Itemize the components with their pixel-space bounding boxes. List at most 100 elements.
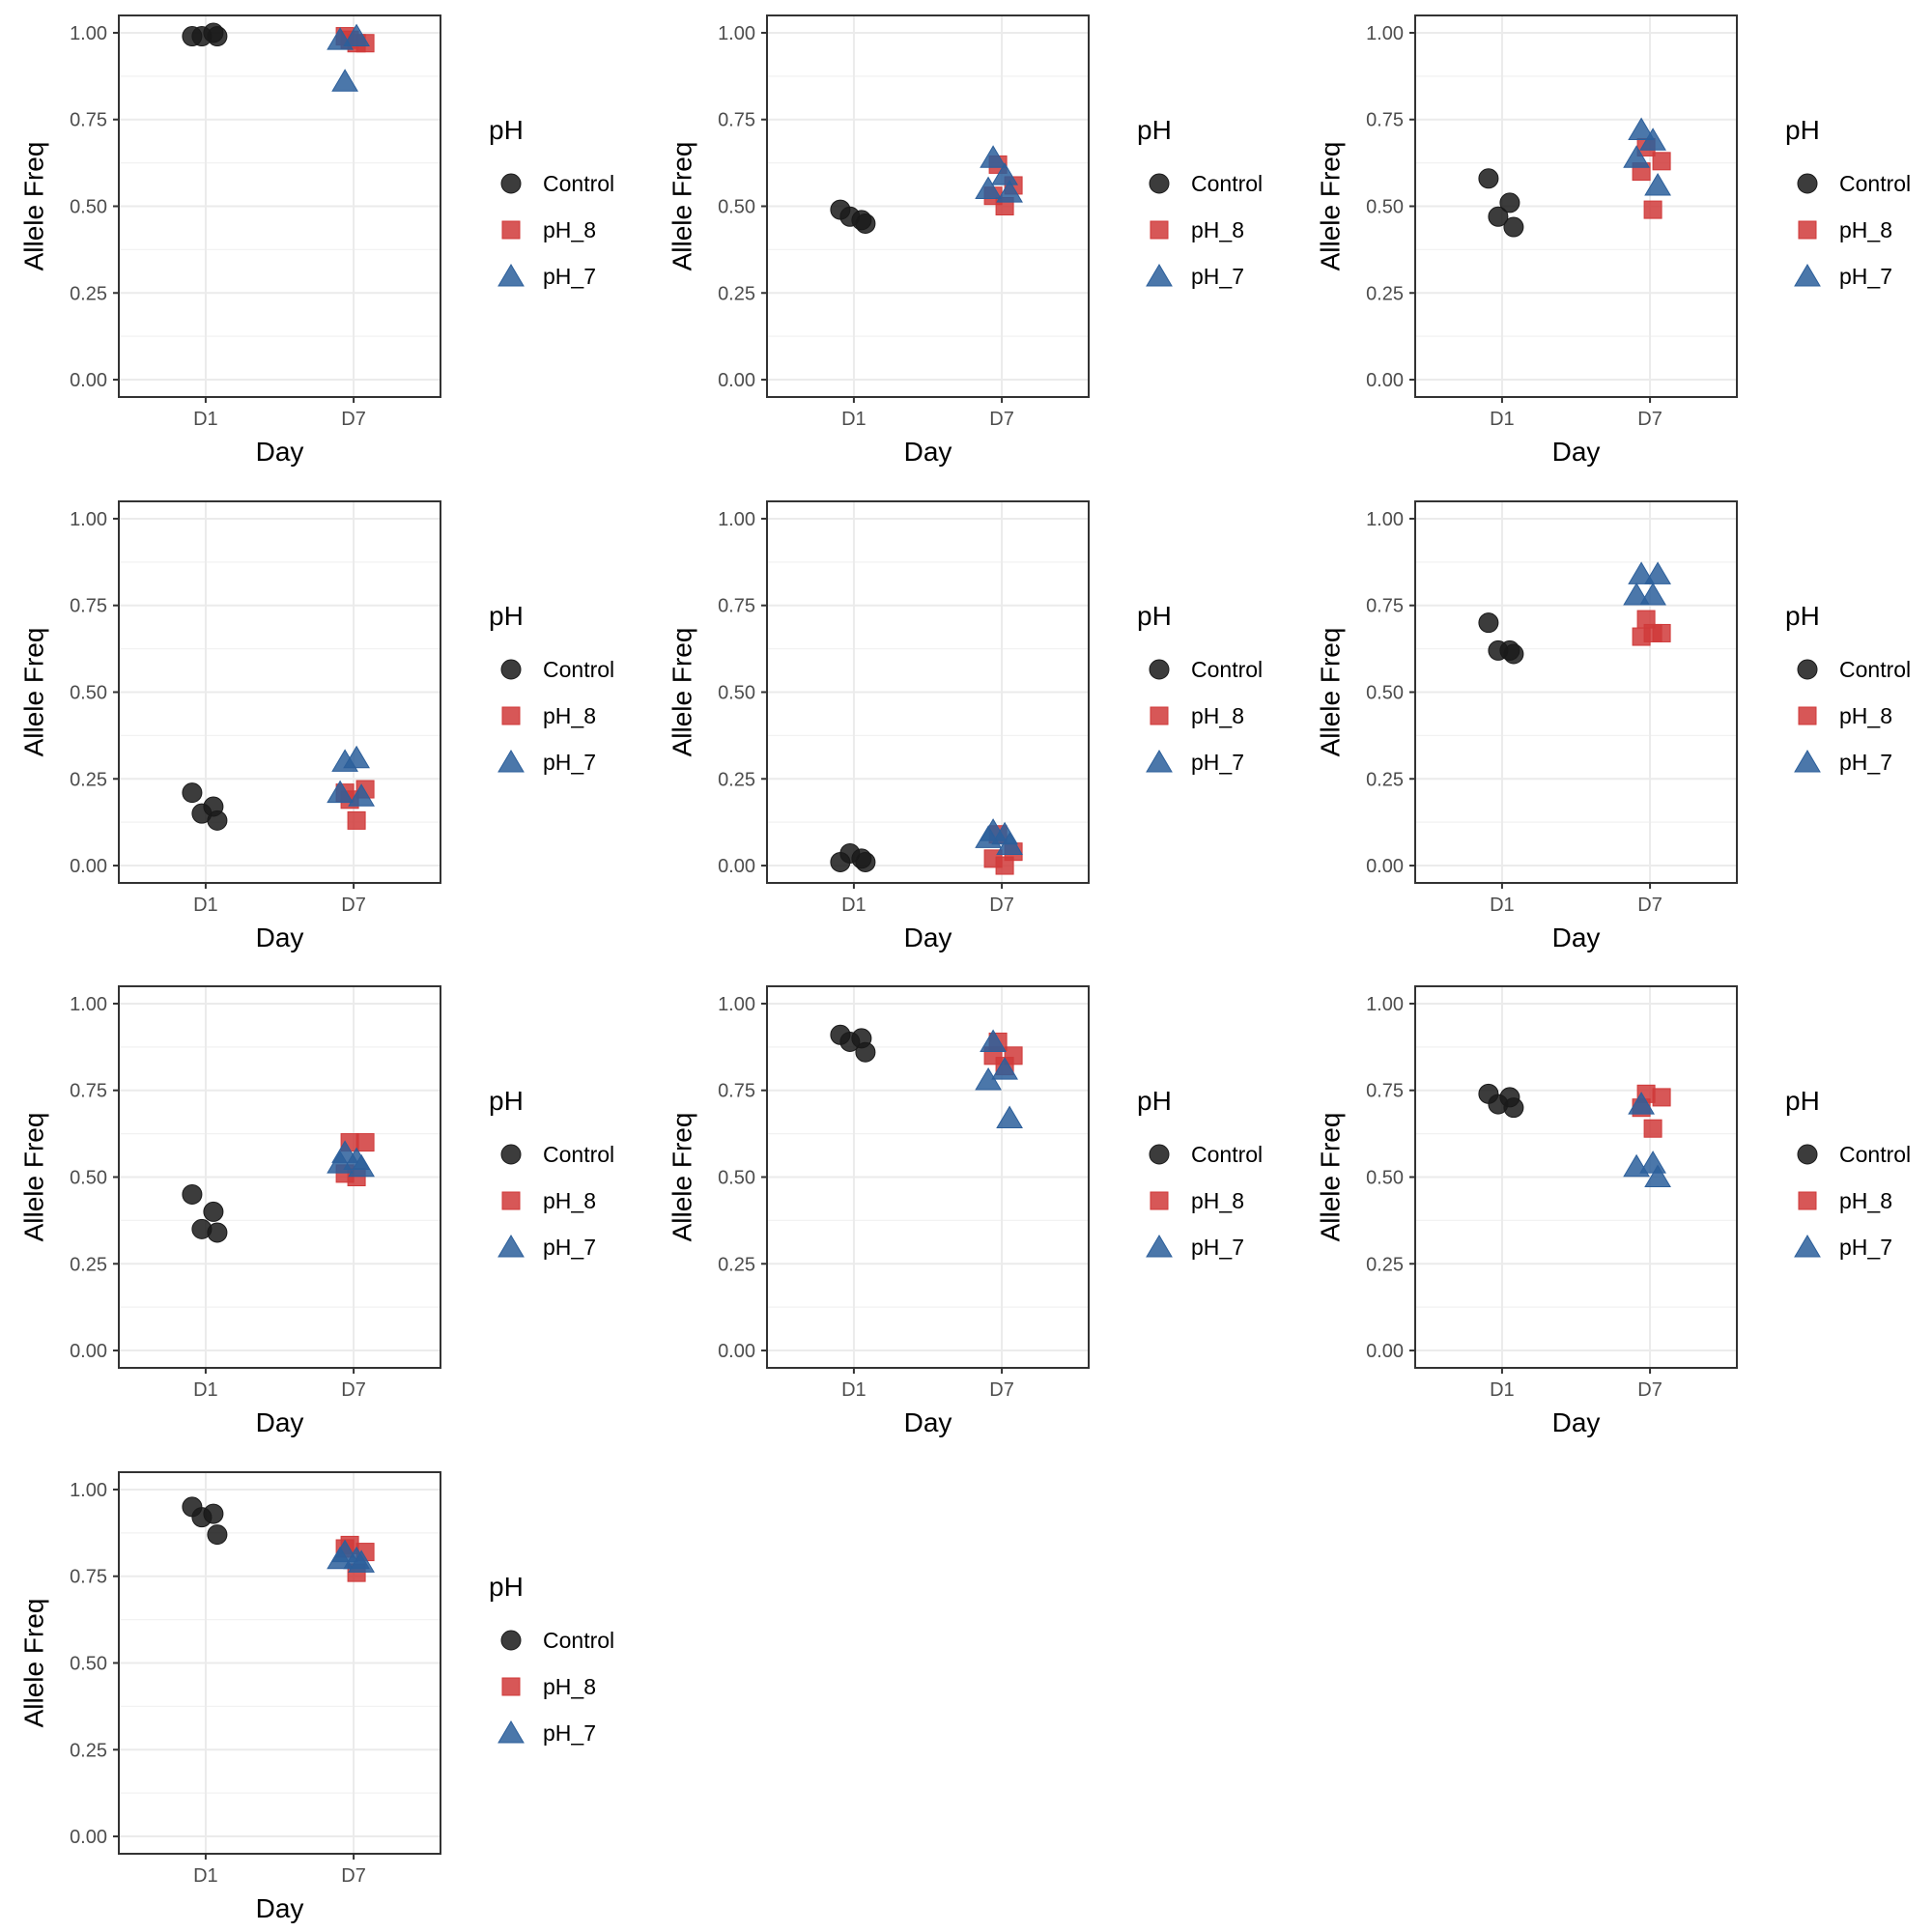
legend-key-ph-8 — [1798, 220, 1817, 240]
data-point-control — [182, 782, 203, 804]
legend-label: Control — [543, 1142, 614, 1167]
x-tick-label: D7 — [341, 409, 366, 430]
y-tick-label: 0.50 — [70, 683, 107, 704]
y-tick-label: 0.75 — [1366, 1081, 1404, 1102]
y-tick-label: 0.25 — [70, 283, 107, 304]
legend-label: pH_7 — [1839, 750, 1892, 775]
y-tick-label: 0.25 — [718, 283, 755, 304]
legend-title: pH — [1785, 1086, 1820, 1116]
x-tick-label: D1 — [1490, 409, 1515, 430]
y-tick-label: 0.50 — [70, 1168, 107, 1189]
y-axis-title: Allele Freq — [18, 142, 48, 271]
data-point-ph-7 — [996, 832, 1023, 855]
legend-title: pH — [1137, 1086, 1172, 1116]
chart-panel-8: 0.00 0.25 0.50 0.75 1.00 D1 D7 Day Allele Freq pH… — [667, 985, 1263, 1437]
data-point-ph-7 — [1623, 1153, 1650, 1178]
legend-label: pH_7 — [1191, 264, 1244, 289]
chart-panel-6: 0.00 0.25 0.50 0.75 1.00 D1 D7 Day Allele Freq pH… — [1315, 500, 1911, 952]
data-point-control — [855, 1041, 876, 1063]
x-tick-label: D7 — [1637, 409, 1662, 430]
y-tick-label: 0.75 — [1366, 110, 1404, 131]
legend: pH Control pH_8 pH_7 — [489, 115, 614, 289]
legend-key-control — [500, 1630, 522, 1651]
x-tick-label: D7 — [341, 1865, 366, 1887]
legend: pH Control pH_8 pH_7 — [489, 1086, 614, 1260]
legend: pH Control pH_8 pH_7 — [1785, 115, 1911, 289]
data-point-ph-8 — [1652, 1088, 1671, 1107]
legend-label: Control — [1839, 171, 1911, 196]
x-tick-label: D1 — [193, 1379, 218, 1401]
legend-label: pH_8 — [543, 703, 596, 728]
y-tick-label: 0.25 — [70, 769, 107, 790]
x-axis-title: Day — [1552, 923, 1601, 952]
y-tick-label: 0.25 — [70, 1740, 107, 1761]
data-point-control — [1503, 216, 1524, 238]
data-point-control — [207, 1222, 228, 1243]
y-tick-label: 0.50 — [1366, 683, 1404, 704]
x-tick-label: D1 — [841, 895, 867, 916]
legend: pH Control pH_8 pH_7 — [1137, 1086, 1263, 1260]
legend-label: pH_7 — [543, 264, 596, 289]
legend-key-control — [1797, 659, 1818, 680]
x-tick-label: D1 — [193, 895, 218, 916]
x-axis-title: Day — [904, 1407, 952, 1437]
chart-panel-1: 0.00 0.25 0.50 0.75 1.00 D1 D7 Day Allele Freq pH… — [18, 14, 614, 467]
legend-title: pH — [489, 115, 524, 145]
data-point-control — [207, 1524, 228, 1546]
legend-key-ph-7 — [497, 750, 525, 773]
data-point-control — [1503, 1097, 1524, 1119]
legend-label: pH_8 — [543, 1188, 596, 1213]
legend-label: pH_7 — [543, 750, 596, 775]
legend-label: pH_8 — [1839, 1188, 1892, 1213]
y-tick-label: 0.25 — [1366, 283, 1404, 304]
y-tick-label: 1.00 — [70, 1480, 107, 1501]
y-tick-label: 0.00 — [718, 370, 755, 391]
y-axis-title: Allele Freq — [18, 1113, 48, 1242]
x-tick-label: D1 — [193, 409, 218, 430]
legend: pH Control pH_8 pH_7 — [489, 601, 614, 775]
x-axis-title: Day — [1552, 437, 1601, 467]
x-axis-title: Day — [256, 437, 304, 467]
chart-panel-5: 0.00 0.25 0.50 0.75 1.00 D1 D7 Day Allele Freq pH… — [667, 500, 1263, 952]
data-point-ph-8 — [1652, 152, 1671, 171]
legend-key-ph-8 — [501, 1191, 521, 1210]
legend-key-ph-7 — [1794, 1235, 1821, 1258]
data-point-control — [207, 26, 228, 47]
data-point-control — [1478, 168, 1499, 189]
y-tick-label: 0.75 — [1366, 596, 1404, 617]
y-axis-title: Allele Freq — [667, 142, 696, 271]
legend: pH Control pH_8 pH_7 — [1785, 1086, 1911, 1260]
legend-label: pH_7 — [1839, 1235, 1892, 1260]
data-point-control — [1478, 612, 1499, 634]
y-tick-label: 0.50 — [718, 197, 755, 218]
data-point-control — [1499, 192, 1520, 213]
legend-title: pH — [1137, 601, 1172, 631]
y-tick-label: 1.00 — [718, 509, 755, 530]
x-axis-title: Day — [904, 437, 952, 467]
legend: pH Control pH_8 pH_7 — [1785, 601, 1911, 775]
y-tick-label: 1.00 — [1366, 509, 1404, 530]
data-point-ph-7 — [975, 176, 1002, 200]
legend-key-ph-7 — [1794, 750, 1821, 773]
legend-key-control — [500, 1144, 522, 1165]
legend-key-ph-8 — [1798, 706, 1817, 725]
legend-label: pH_8 — [543, 217, 596, 242]
x-tick-label: D7 — [989, 1379, 1014, 1401]
data-point-ph-8 — [355, 1133, 375, 1152]
data-point-ph-7 — [348, 1549, 375, 1573]
data-point-ph-8 — [1643, 1119, 1662, 1138]
legend-key-ph-7 — [497, 1720, 525, 1744]
data-point-control — [191, 1507, 213, 1528]
legend-key-ph-7 — [1146, 264, 1173, 287]
data-point-ph-8 — [347, 810, 366, 830]
legend-label: Control — [543, 1628, 614, 1653]
data-point-ph-7 — [1628, 117, 1655, 140]
x-tick-label: D7 — [989, 409, 1014, 430]
legend-key-control — [1149, 1144, 1170, 1165]
y-tick-label: 0.75 — [718, 110, 755, 131]
legend-key-ph-8 — [501, 706, 521, 725]
legend-label: pH_8 — [543, 1674, 596, 1699]
x-axis-title: Day — [904, 923, 952, 952]
y-tick-label: 0.25 — [1366, 1254, 1404, 1275]
